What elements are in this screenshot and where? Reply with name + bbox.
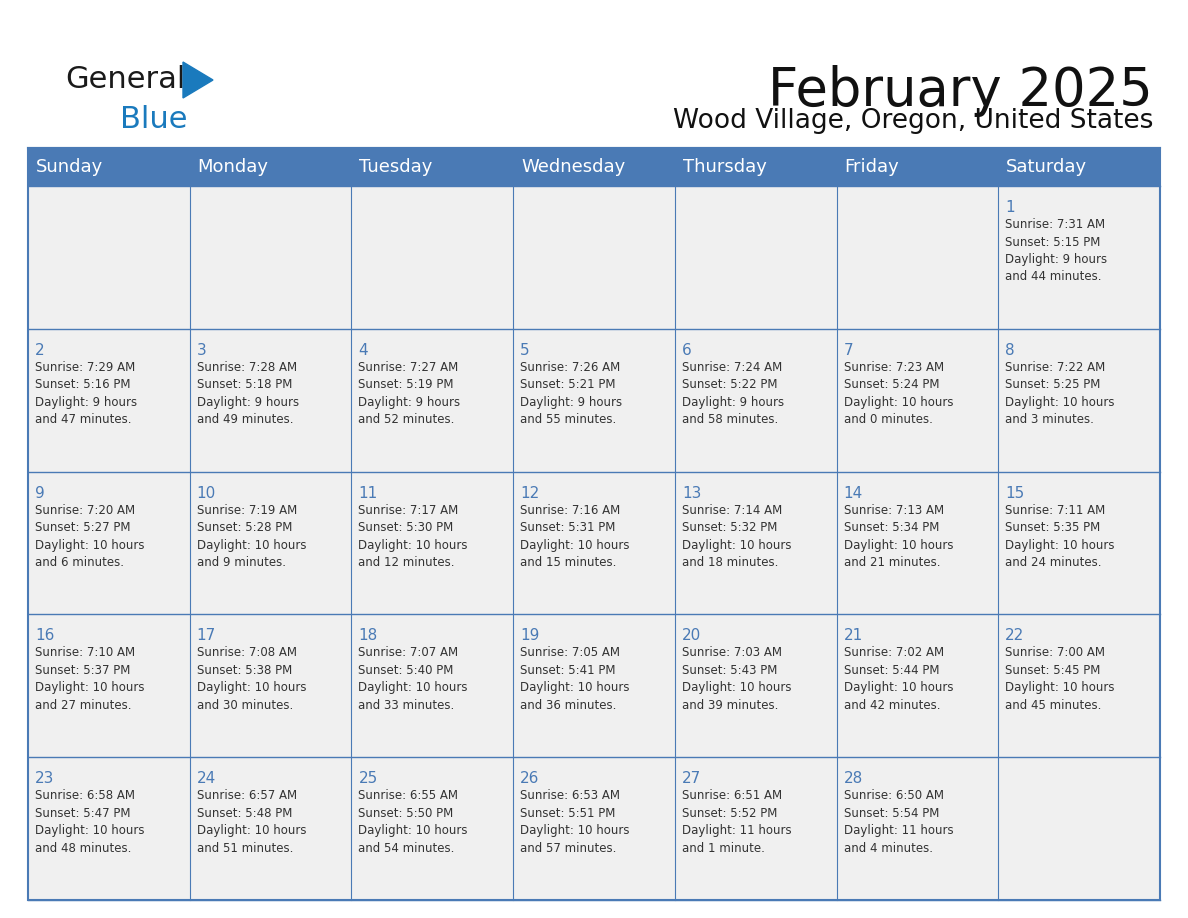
Text: Wednesday: Wednesday	[522, 158, 625, 176]
Text: Sunrise: 7:16 AM
Sunset: 5:31 PM
Daylight: 10 hours
and 15 minutes.: Sunrise: 7:16 AM Sunset: 5:31 PM Dayligh…	[520, 504, 630, 569]
Text: Sunrise: 7:14 AM
Sunset: 5:32 PM
Daylight: 10 hours
and 18 minutes.: Sunrise: 7:14 AM Sunset: 5:32 PM Dayligh…	[682, 504, 791, 569]
Text: Sunrise: 7:28 AM
Sunset: 5:18 PM
Daylight: 9 hours
and 49 minutes.: Sunrise: 7:28 AM Sunset: 5:18 PM Dayligh…	[197, 361, 299, 426]
Text: Sunrise: 6:55 AM
Sunset: 5:50 PM
Daylight: 10 hours
and 54 minutes.: Sunrise: 6:55 AM Sunset: 5:50 PM Dayligh…	[359, 789, 468, 855]
Bar	[29, 329, 1159, 472]
Text: 4: 4	[359, 342, 368, 358]
Text: Sunrise: 6:50 AM
Sunset: 5:54 PM
Daylight: 11 hours
and 4 minutes.: Sunrise: 6:50 AM Sunset: 5:54 PM Dayligh…	[843, 789, 953, 855]
Text: 10: 10	[197, 486, 216, 500]
Text: Sunrise: 7:03 AM
Sunset: 5:43 PM
Daylight: 10 hours
and 39 minutes.: Sunrise: 7:03 AM Sunset: 5:43 PM Dayligh…	[682, 646, 791, 711]
Text: Tuesday: Tuesday	[360, 158, 432, 176]
Text: 5: 5	[520, 342, 530, 358]
Text: 25: 25	[359, 771, 378, 786]
Text: Sunrise: 7:27 AM
Sunset: 5:19 PM
Daylight: 9 hours
and 52 minutes.: Sunrise: 7:27 AM Sunset: 5:19 PM Dayligh…	[359, 361, 461, 426]
Text: Sunrise: 7:10 AM
Sunset: 5:37 PM
Daylight: 10 hours
and 27 minutes.: Sunrise: 7:10 AM Sunset: 5:37 PM Dayligh…	[34, 646, 145, 711]
Text: 14: 14	[843, 486, 862, 500]
Text: Friday: Friday	[845, 158, 899, 176]
Text: Sunrise: 7:23 AM
Sunset: 5:24 PM
Daylight: 10 hours
and 0 minutes.: Sunrise: 7:23 AM Sunset: 5:24 PM Dayligh…	[843, 361, 953, 426]
Text: 26: 26	[520, 771, 539, 786]
Text: 22: 22	[1005, 629, 1024, 644]
Text: 21: 21	[843, 629, 862, 644]
Text: Sunrise: 7:00 AM
Sunset: 5:45 PM
Daylight: 10 hours
and 45 minutes.: Sunrise: 7:00 AM Sunset: 5:45 PM Dayligh…	[1005, 646, 1114, 711]
Text: February 2025: February 2025	[769, 65, 1154, 117]
Text: Sunrise: 7:13 AM
Sunset: 5:34 PM
Daylight: 10 hours
and 21 minutes.: Sunrise: 7:13 AM Sunset: 5:34 PM Dayligh…	[843, 504, 953, 569]
Text: Sunrise: 6:51 AM
Sunset: 5:52 PM
Daylight: 11 hours
and 1 minute.: Sunrise: 6:51 AM Sunset: 5:52 PM Dayligh…	[682, 789, 791, 855]
Text: Sunrise: 7:05 AM
Sunset: 5:41 PM
Daylight: 10 hours
and 36 minutes.: Sunrise: 7:05 AM Sunset: 5:41 PM Dayligh…	[520, 646, 630, 711]
Text: 7: 7	[843, 342, 853, 358]
Text: Thursday: Thursday	[683, 158, 766, 176]
Text: Sunrise: 7:02 AM
Sunset: 5:44 PM
Daylight: 10 hours
and 42 minutes.: Sunrise: 7:02 AM Sunset: 5:44 PM Dayligh…	[843, 646, 953, 711]
Text: 2: 2	[34, 342, 45, 358]
Text: 13: 13	[682, 486, 701, 500]
Text: 17: 17	[197, 629, 216, 644]
Text: 20: 20	[682, 629, 701, 644]
Text: Sunrise: 7:08 AM
Sunset: 5:38 PM
Daylight: 10 hours
and 30 minutes.: Sunrise: 7:08 AM Sunset: 5:38 PM Dayligh…	[197, 646, 307, 711]
Bar	[29, 148, 1159, 900]
Text: 19: 19	[520, 629, 539, 644]
Text: Sunrise: 7:11 AM
Sunset: 5:35 PM
Daylight: 10 hours
and 24 minutes.: Sunrise: 7:11 AM Sunset: 5:35 PM Dayligh…	[1005, 504, 1114, 569]
Text: Monday: Monday	[197, 158, 268, 176]
Text: 1: 1	[1005, 200, 1015, 215]
Text: Sunrise: 7:07 AM
Sunset: 5:40 PM
Daylight: 10 hours
and 33 minutes.: Sunrise: 7:07 AM Sunset: 5:40 PM Dayligh…	[359, 646, 468, 711]
Text: Sunrise: 7:24 AM
Sunset: 5:22 PM
Daylight: 9 hours
and 58 minutes.: Sunrise: 7:24 AM Sunset: 5:22 PM Dayligh…	[682, 361, 784, 426]
Text: Sunrise: 7:22 AM
Sunset: 5:25 PM
Daylight: 10 hours
and 3 minutes.: Sunrise: 7:22 AM Sunset: 5:25 PM Dayligh…	[1005, 361, 1114, 426]
Text: 16: 16	[34, 629, 55, 644]
Text: Sunrise: 7:19 AM
Sunset: 5:28 PM
Daylight: 10 hours
and 9 minutes.: Sunrise: 7:19 AM Sunset: 5:28 PM Dayligh…	[197, 504, 307, 569]
Text: General: General	[65, 65, 185, 95]
Bar	[29, 614, 1159, 757]
Bar	[29, 148, 1159, 186]
Bar	[29, 757, 1159, 900]
Text: 3: 3	[197, 342, 207, 358]
Text: Sunrise: 7:20 AM
Sunset: 5:27 PM
Daylight: 10 hours
and 6 minutes.: Sunrise: 7:20 AM Sunset: 5:27 PM Dayligh…	[34, 504, 145, 569]
Text: 28: 28	[843, 771, 862, 786]
Text: 15: 15	[1005, 486, 1024, 500]
Text: 12: 12	[520, 486, 539, 500]
Text: Sunrise: 7:31 AM
Sunset: 5:15 PM
Daylight: 9 hours
and 44 minutes.: Sunrise: 7:31 AM Sunset: 5:15 PM Dayligh…	[1005, 218, 1107, 284]
Text: 23: 23	[34, 771, 55, 786]
Text: 9: 9	[34, 486, 45, 500]
Bar	[29, 472, 1159, 614]
Text: Blue: Blue	[120, 106, 188, 135]
Text: Sunrise: 6:58 AM
Sunset: 5:47 PM
Daylight: 10 hours
and 48 minutes.: Sunrise: 6:58 AM Sunset: 5:47 PM Dayligh…	[34, 789, 145, 855]
Text: Sunday: Sunday	[36, 158, 103, 176]
Text: Sunrise: 7:29 AM
Sunset: 5:16 PM
Daylight: 9 hours
and 47 minutes.: Sunrise: 7:29 AM Sunset: 5:16 PM Dayligh…	[34, 361, 137, 426]
Text: 11: 11	[359, 486, 378, 500]
Polygon shape	[183, 62, 213, 98]
Text: Sunrise: 6:53 AM
Sunset: 5:51 PM
Daylight: 10 hours
and 57 minutes.: Sunrise: 6:53 AM Sunset: 5:51 PM Dayligh…	[520, 789, 630, 855]
Text: Wood Village, Oregon, United States: Wood Village, Oregon, United States	[672, 108, 1154, 134]
Text: Sunrise: 7:26 AM
Sunset: 5:21 PM
Daylight: 9 hours
and 55 minutes.: Sunrise: 7:26 AM Sunset: 5:21 PM Dayligh…	[520, 361, 623, 426]
Text: Sunrise: 6:57 AM
Sunset: 5:48 PM
Daylight: 10 hours
and 51 minutes.: Sunrise: 6:57 AM Sunset: 5:48 PM Dayligh…	[197, 789, 307, 855]
Text: 8: 8	[1005, 342, 1015, 358]
Bar	[29, 186, 1159, 329]
Text: 18: 18	[359, 629, 378, 644]
Text: Sunrise: 7:17 AM
Sunset: 5:30 PM
Daylight: 10 hours
and 12 minutes.: Sunrise: 7:17 AM Sunset: 5:30 PM Dayligh…	[359, 504, 468, 569]
Text: 27: 27	[682, 771, 701, 786]
Text: 24: 24	[197, 771, 216, 786]
Text: 6: 6	[682, 342, 691, 358]
Text: Saturday: Saturday	[1006, 158, 1087, 176]
